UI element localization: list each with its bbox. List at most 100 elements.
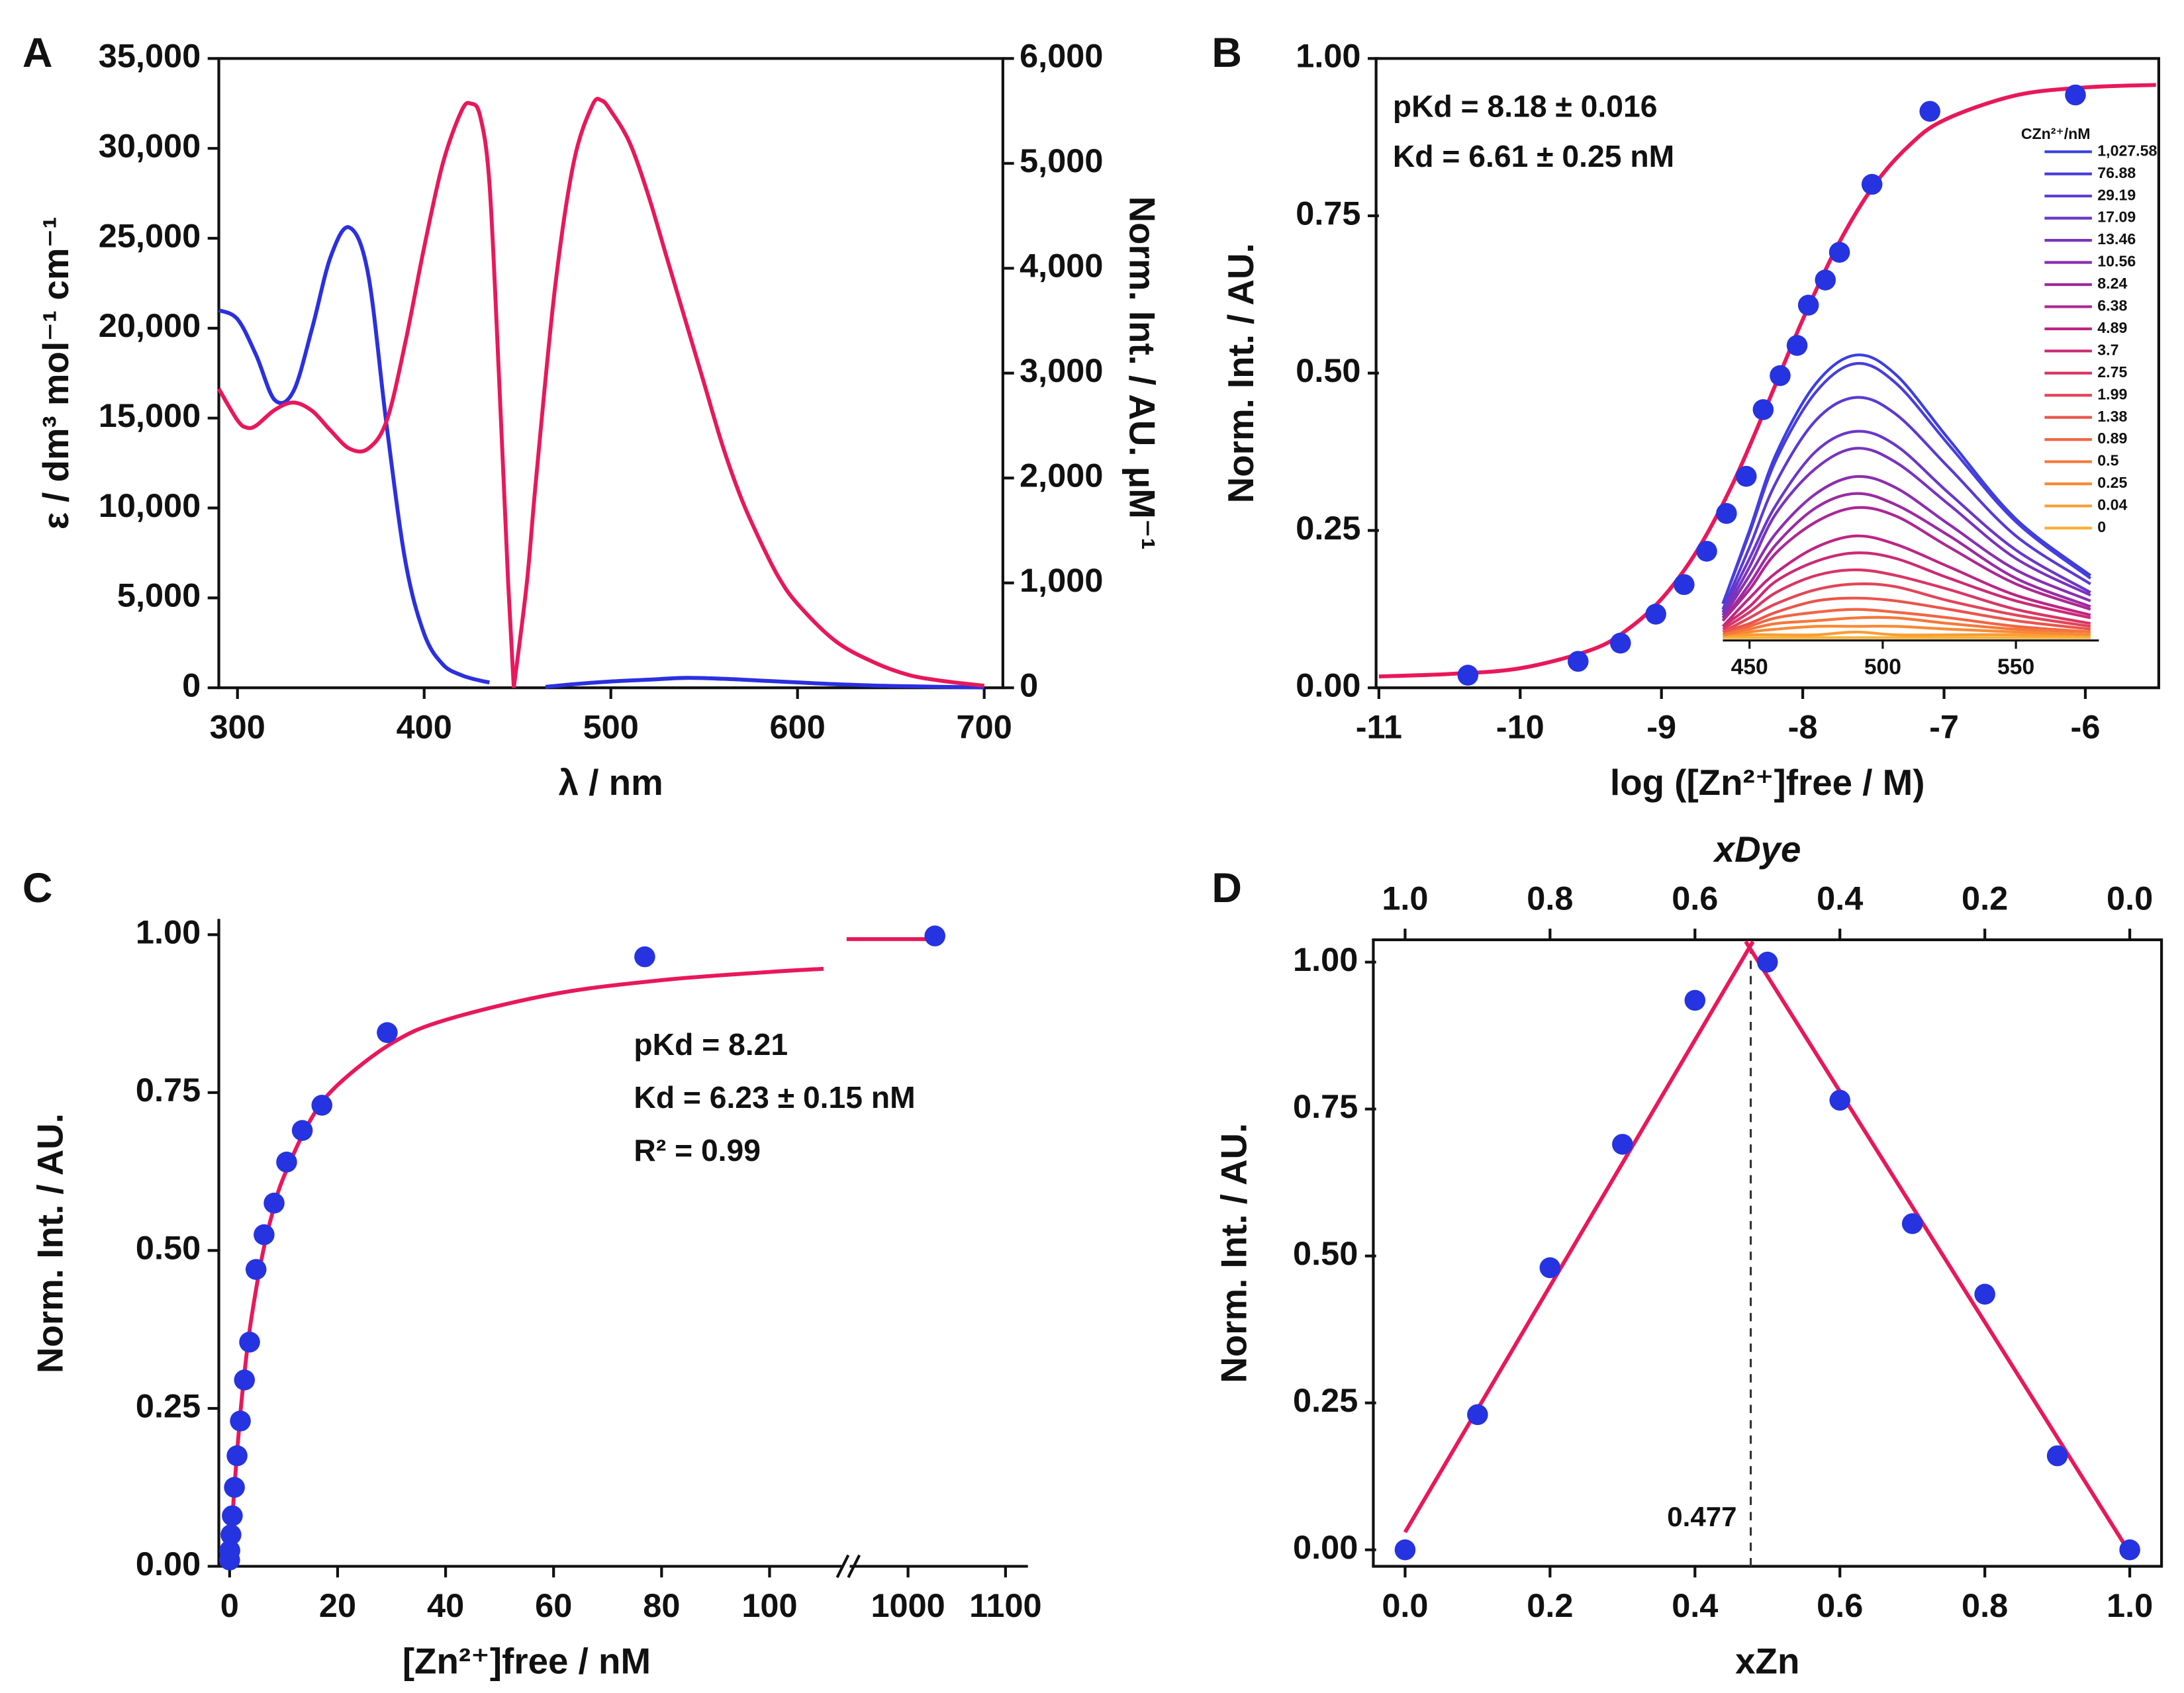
point: [2119, 1539, 2140, 1561]
point: [219, 1539, 240, 1561]
y-tick-label: 0.50: [1293, 1234, 1358, 1272]
y2-tick-label: 6,000: [1020, 37, 1103, 75]
inset-spectrum: [1721, 361, 2092, 604]
y-tick-label: 0.25: [136, 1387, 201, 1424]
point: [2065, 84, 2086, 106]
point: [1861, 173, 1883, 195]
x-tick-label: 400: [397, 708, 452, 746]
x-axis-label: [Zn²⁺]free / nM: [403, 1640, 651, 1681]
point: [1770, 365, 1791, 387]
y-tick-label: 35,000: [99, 37, 201, 75]
y2-tick-label: 3,000: [1020, 351, 1103, 389]
x2-tick-label: 0.4: [1817, 879, 1863, 917]
inset-spectrum: [1722, 568, 2091, 631]
point: [1829, 1089, 1850, 1111]
y-tick-label: 0.75: [136, 1071, 201, 1109]
y-axis-label: Norm. Int. / AU.: [1220, 243, 1261, 503]
axes-frame: [217, 57, 1004, 690]
inset-spectrum: [1721, 506, 2091, 622]
point: [222, 1505, 243, 1527]
panel-label: B: [1211, 30, 1242, 76]
point: [1467, 1404, 1488, 1426]
legend-label: 1.99: [2097, 385, 2127, 402]
y-tick-label: 0: [182, 666, 201, 704]
inset-spectrum: [1723, 630, 2091, 639]
line: [1378, 83, 2156, 679]
annotation: Kd = 6.23 ± 0.15 nM: [634, 1080, 915, 1115]
y-tick-label: 1.00: [1296, 37, 1360, 75]
y2-tick-label: 4,000: [1020, 247, 1103, 285]
inset-spectrum: [1721, 430, 2091, 613]
y-axis-label: Norm. Int. / AU.: [1213, 1123, 1255, 1383]
point: [1610, 632, 1631, 654]
point: [1735, 465, 1757, 487]
point: [1752, 399, 1774, 420]
legend-label: 13.46: [2097, 230, 2136, 248]
legend-label: 1.38: [2097, 408, 2127, 425]
x-tick-label: -7: [1929, 708, 1959, 746]
line: [1403, 940, 1755, 1533]
x-tick-label: 300: [210, 708, 265, 746]
inset-spectrum: [1721, 475, 2091, 619]
x-tick-label: -9: [1646, 708, 1676, 746]
y-tick-label: 10,000: [99, 486, 201, 524]
point: [1674, 574, 1695, 596]
y-tick-label: 0.25: [1293, 1381, 1358, 1419]
y-tick-label: 0.75: [1293, 1087, 1358, 1125]
x-tick-label: 20: [319, 1586, 356, 1624]
x-tick-label: 0.4: [1672, 1586, 1718, 1624]
y-tick-label: 15,000: [99, 396, 201, 434]
point: [1684, 989, 1706, 1011]
legend-label: 2.75: [2097, 363, 2127, 381]
x-tick-label: 80: [643, 1586, 680, 1624]
x-tick-label: 1.0: [2107, 1586, 2153, 1624]
point: [1539, 1257, 1561, 1279]
line: [227, 937, 935, 1567]
point: [1612, 1134, 1633, 1155]
y-tick-label: 20,000: [99, 306, 201, 344]
legend-label: 1,027.58: [2097, 142, 2157, 159]
point: [1919, 101, 1940, 122]
guide-label: 0.477: [1667, 1501, 1736, 1532]
point: [226, 1445, 248, 1467]
legend-label: 6.38: [2097, 297, 2127, 314]
line: [218, 225, 984, 690]
x-tick-label: -8: [1788, 708, 1818, 746]
legend-label: 0.25: [2097, 474, 2127, 491]
legend-title: CZn²⁺/nM: [2021, 125, 2091, 142]
y-tick-label: 0.25: [1296, 509, 1360, 547]
point: [1786, 335, 1808, 356]
y-tick-label: 0.00: [1296, 666, 1360, 704]
point: [276, 1152, 297, 1173]
point: [1828, 242, 1850, 263]
legend-label: 4.89: [2097, 319, 2127, 336]
x-tick-label: 1000: [871, 1586, 945, 1624]
point: [1716, 503, 1737, 524]
inset-spectrum: [1723, 624, 2091, 639]
legend-label: 0: [2097, 518, 2106, 535]
x2-tick-label: 1.0: [1382, 879, 1428, 917]
legend-label: 0.04: [2097, 496, 2127, 514]
panel-label: D: [1211, 865, 1242, 911]
inset-spectrum: [1721, 492, 2091, 622]
annotation: R² = 0.99: [634, 1133, 761, 1167]
x-tick-label: 60: [535, 1586, 572, 1624]
x-axis-label: xZn: [1735, 1640, 1799, 1681]
y-tick-label: 0.00: [136, 1545, 201, 1582]
point: [634, 946, 655, 968]
x2-tick-label: 0.2: [1962, 879, 2008, 917]
x2-axis-label: xDye: [1713, 829, 1801, 870]
x-tick-label: 0: [220, 1586, 239, 1624]
x-tick-label: 0.2: [1527, 1586, 1573, 1624]
point: [230, 1410, 251, 1432]
legend-label: 8.24: [2097, 275, 2127, 292]
inset-spectrum: [1721, 396, 2091, 610]
point: [1567, 651, 1589, 672]
legend-label: 29.19: [2097, 186, 2136, 203]
x-axis-label: log ([Zn²⁺]free / M): [1610, 762, 1924, 803]
y2-axis-label: Norm. Int. / AU. μM⁻¹: [1122, 197, 1163, 550]
x2-tick-label: 0.0: [2107, 879, 2153, 917]
x-tick-label: -11: [1356, 708, 1402, 746]
inset-x-tick-label: 500: [1864, 655, 1901, 680]
legend-label: 17.09: [2097, 208, 2136, 226]
